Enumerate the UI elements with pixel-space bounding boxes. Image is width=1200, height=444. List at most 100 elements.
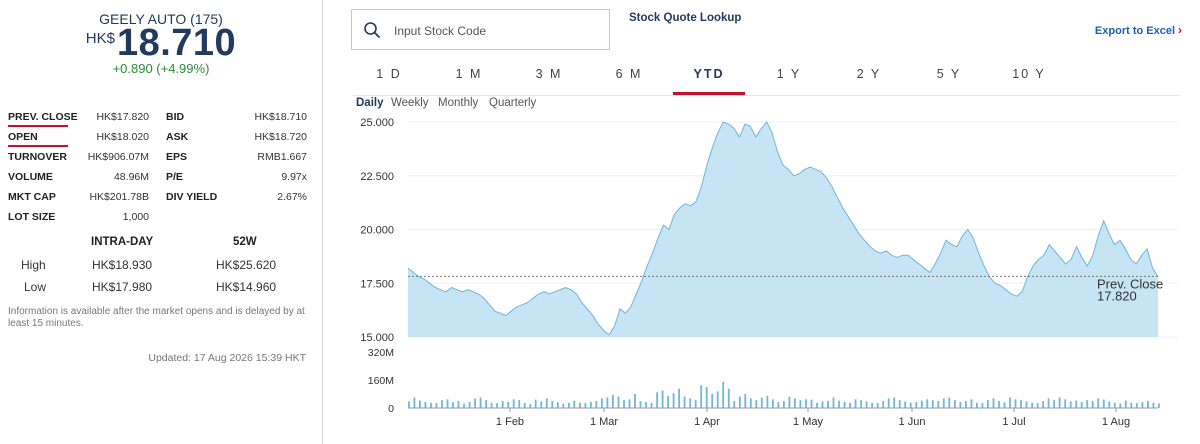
volume-bar: [788, 396, 791, 408]
volume-bar: [419, 400, 421, 408]
price-tick-label: 20.000: [360, 225, 394, 237]
tab-1d[interactable]: 1 D: [376, 67, 402, 81]
volume-bar: [920, 400, 923, 408]
volume-bar: [854, 399, 857, 409]
volume-bar: [992, 398, 995, 408]
volume-bar: [849, 402, 851, 409]
volume-bar: [634, 394, 636, 408]
volume-bar: [573, 400, 576, 408]
updated-timestamp: Updated: 17 Aug 2026 15:39 HKT: [148, 352, 306, 364]
stat-row-turnover: TURNOVER HK$906.07M: [8, 151, 149, 163]
volume-bar: [1124, 400, 1127, 408]
intraday-low: HK$17.980: [92, 280, 153, 294]
tab-5y[interactable]: 5 Y: [936, 67, 962, 81]
volume-bar: [441, 400, 443, 408]
stock-name: GEELY AUTO (175): [99, 11, 223, 27]
stat-row-lot-size: LOT SIZE 1,000: [8, 211, 149, 223]
volume-bar: [1069, 401, 1072, 408]
tab-3m[interactable]: 3 M: [535, 67, 563, 81]
price-tick-label: 15.000: [360, 332, 394, 344]
stats-left: PREV. CLOSE HK$17.820 OPEN HK$18.020 TURNO…: [8, 107, 149, 227]
volume-tick-label: 320M: [368, 347, 394, 359]
volume-bar: [1158, 403, 1160, 408]
volume-bar: [612, 394, 614, 408]
volume-bar: [1097, 398, 1100, 408]
volume-bar: [865, 401, 868, 408]
volume-bar: [601, 398, 603, 408]
volume-bar: [744, 394, 747, 408]
volume-bar: [678, 388, 680, 409]
volume-bar: [496, 403, 498, 408]
stock-quote-lookup-title: Stock Quote Lookup: [629, 12, 742, 24]
volume-bar: [860, 400, 862, 408]
volume-bar: [435, 403, 438, 408]
x-tick-label: 1 Mar: [590, 416, 618, 428]
price-line: [407, 121, 1159, 336]
stat-row-div-yield: DIV YIELD 2.67%: [166, 191, 307, 203]
volume-bar: [672, 393, 675, 408]
volume-bar: [479, 397, 482, 408]
intraday-high: HK$18.930: [92, 258, 153, 272]
x-tick-label: 1 May: [793, 416, 823, 428]
freq-daily[interactable]: Daily: [356, 97, 384, 109]
quote-panel: GEELY AUTO (175) HK$18.710 +0.890 (+4.99…: [0, 0, 322, 444]
volume-bar: [1091, 401, 1094, 408]
price-volume-chart[interactable]: 25.000 22.500 20.000 17.500 15.000 Prev. Clos…: [340, 110, 1180, 440]
tab-10y[interactable]: 10 Y: [1012, 67, 1046, 81]
volume-bar: [689, 398, 692, 408]
volume-bar: [595, 401, 598, 408]
volume-bar: [816, 402, 818, 409]
freq-quarterly[interactable]: Quarterly: [489, 97, 537, 109]
volume-bar: [545, 398, 548, 408]
volume-bar: [915, 401, 918, 408]
price-tick-label: 17.500: [360, 278, 394, 290]
volume-bar: [463, 403, 465, 408]
volume-bar: [722, 381, 725, 409]
volume-bar: [556, 402, 559, 408]
high-label: High: [21, 258, 46, 272]
volume-bar: [650, 402, 653, 409]
volume-bar: [898, 400, 901, 408]
volume-bar: [551, 401, 554, 408]
volume-bar: [738, 396, 741, 408]
volume-bar: [1130, 402, 1133, 409]
volume-bar: [512, 399, 515, 409]
stat-row-ask: ASK HK$18.720: [166, 131, 307, 143]
x-tick-label: 1 Jul: [1002, 416, 1025, 428]
volume-bar: [534, 399, 537, 408]
volume-bar: [628, 399, 631, 409]
volume-bar: [1014, 399, 1017, 409]
volume-bar: [981, 403, 984, 408]
volume-bar: [772, 399, 774, 409]
volume-bar: [656, 392, 658, 409]
tab-1m[interactable]: 1 M: [455, 67, 483, 81]
volume-bar: [805, 399, 807, 409]
volume-bar: [1135, 403, 1138, 408]
volume-bar: [711, 394, 714, 408]
tab-ytd[interactable]: YTD: [673, 57, 745, 95]
volume-bar: [909, 402, 912, 409]
volume-bar: [1152, 402, 1155, 409]
stat-row-mkt-cap: MKT CAP HK$201.78B: [8, 191, 149, 203]
volume-bar: [452, 402, 454, 408]
stock-code-input[interactable]: [392, 20, 606, 42]
volume-tick-label: 0: [388, 403, 394, 415]
export-to-excel-link[interactable]: Export to Excel ›: [1095, 23, 1182, 37]
stock-search-box[interactable]: [351, 9, 610, 50]
volume-bar: [667, 395, 669, 409]
delay-note: Information is available after the marke…: [8, 306, 305, 329]
volume-bar: [948, 397, 951, 408]
volume-bar: [474, 398, 476, 408]
prev-close-value: 17.820: [1097, 288, 1137, 303]
freq-weekly[interactable]: Weekly: [391, 97, 429, 109]
volume-bar: [1102, 399, 1105, 408]
tab-6m[interactable]: 6 M: [615, 67, 643, 81]
tab-2y[interactable]: 2 Y: [856, 67, 882, 81]
tab-1y[interactable]: 1 Y: [776, 67, 802, 81]
freq-monthly[interactable]: Monthly: [438, 97, 479, 109]
tabs-divider: [353, 95, 1180, 96]
volume-bar: [562, 403, 565, 408]
volume-bar: [783, 401, 785, 408]
prev-close-label: Prev. Close: [1097, 276, 1163, 291]
stat-row-pe: P/E 9.97x: [166, 171, 307, 183]
